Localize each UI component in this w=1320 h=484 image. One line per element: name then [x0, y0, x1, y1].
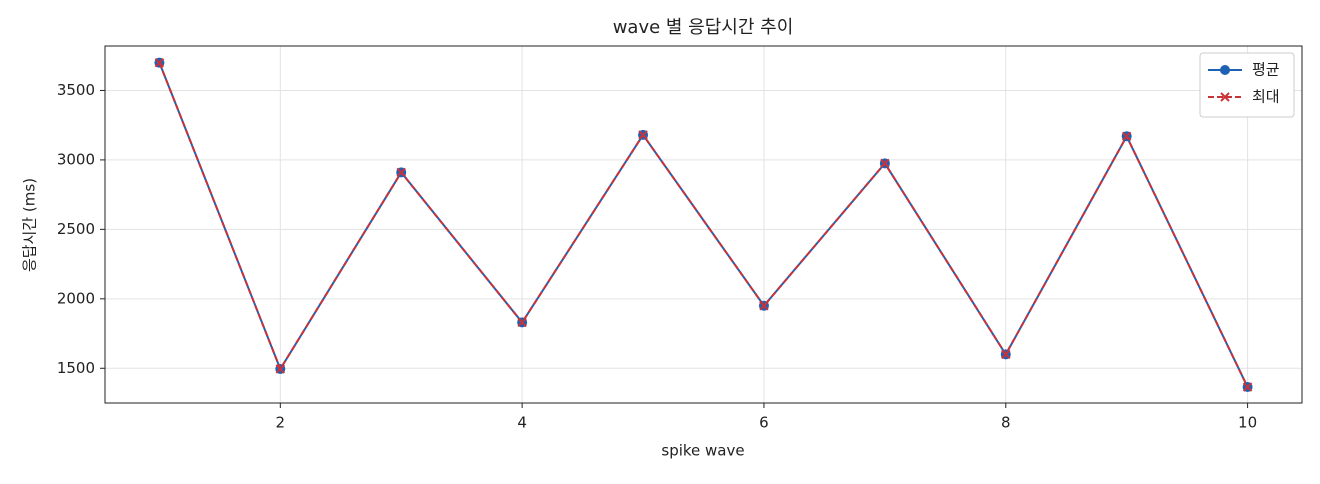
chart-title: wave 별 응답시간 추이 — [613, 17, 794, 38]
y-tick-label: 3500 — [57, 81, 95, 99]
legend-item: 최대 — [1208, 88, 1280, 106]
y-tick-label: 1500 — [57, 359, 95, 377]
marker-dot — [1220, 65, 1230, 75]
legend-label: 최대 — [1252, 88, 1280, 106]
marker-x-stroke — [759, 301, 769, 311]
marker-x-stroke — [880, 158, 890, 169]
marker-x — [154, 57, 165, 68]
marker-x — [396, 167, 406, 178]
series-line — [158, 62, 1249, 388]
marker-x-stroke — [396, 167, 406, 178]
legend-label: 평균 — [1252, 61, 1280, 79]
marker-x-stroke — [1001, 349, 1011, 360]
marker-x — [1121, 131, 1132, 141]
x-tick-label: 4 — [517, 414, 527, 432]
x-tick-label: 2 — [276, 414, 286, 432]
y-tick-label: 2000 — [57, 289, 95, 307]
y-tick-label: 2500 — [57, 220, 95, 238]
marker-x — [880, 158, 890, 169]
y-axis-label: 응답시간 (ms) — [21, 178, 39, 272]
marker-x-stroke — [517, 317, 527, 328]
marker-x — [1242, 382, 1253, 392]
marker-x — [638, 130, 648, 140]
x-tick-label: 8 — [1001, 414, 1011, 432]
y-tick-label: 3000 — [57, 150, 95, 168]
marker-x-stroke — [1220, 92, 1230, 102]
x-tick-label: 6 — [759, 414, 769, 432]
marker-x — [1220, 92, 1230, 102]
plot-frame — [104, 45, 1303, 404]
marker-x-stroke — [275, 364, 286, 374]
marker-x — [1001, 349, 1011, 360]
legend-item: 평균 — [1208, 61, 1280, 79]
x-tick-label: 10 — [1238, 414, 1257, 432]
marker-x-stroke — [154, 57, 165, 68]
marker-x — [275, 364, 286, 374]
marker-x-stroke — [1121, 131, 1132, 141]
marker-x-stroke — [638, 130, 648, 140]
marker-x — [517, 317, 527, 328]
marker-x-stroke — [1242, 382, 1253, 392]
legend-box — [1199, 52, 1295, 118]
x-axis-label: spike wave — [661, 442, 744, 460]
marker-x — [759, 301, 769, 311]
